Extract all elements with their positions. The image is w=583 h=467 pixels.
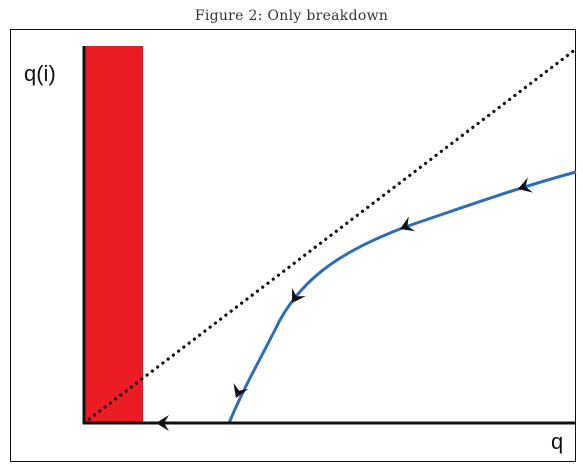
arrowhead-4 [233,382,249,398]
x-axis-label: q [551,429,563,454]
dotted-45-degree-line [82,47,578,425]
arrowhead-1 [518,177,533,193]
y-axis-label: q(i) [24,61,56,86]
arrowhead-2 [400,216,416,232]
figure-caption: Figure 2: Only breakdown [194,8,389,24]
blue-curve-with-arrows [143,170,577,425]
red-breakdown-region [84,46,143,423]
arrowhead-3 [292,287,306,303]
figure-frame [10,29,576,462]
